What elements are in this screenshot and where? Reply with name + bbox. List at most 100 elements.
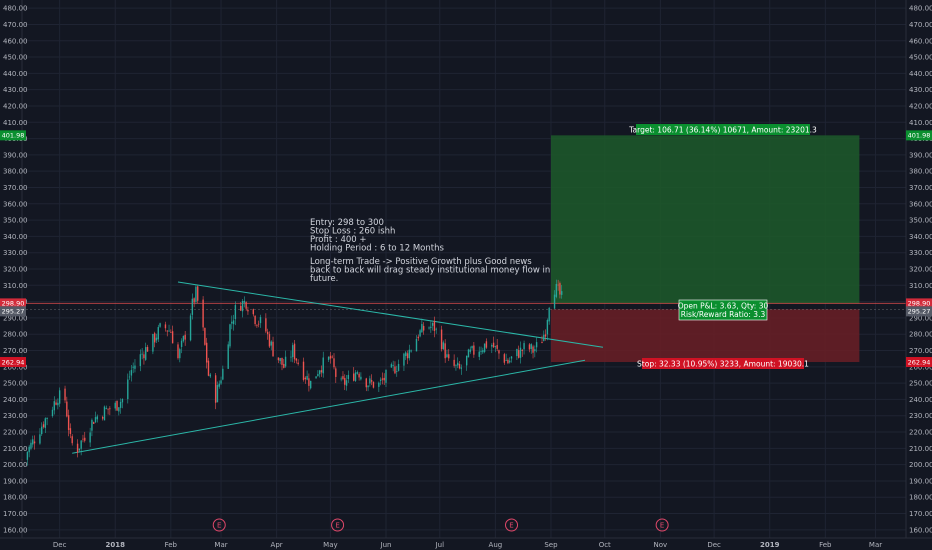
pnl-label-line2: Risk/Reward Ratio: 3.3 xyxy=(681,310,766,319)
candle-body xyxy=(360,376,362,380)
y-tick-label-right: 320.00 xyxy=(909,266,932,274)
candle-body xyxy=(143,354,145,359)
candle-body xyxy=(353,373,355,381)
candle-body xyxy=(118,407,120,412)
x-tick-label: 2019 xyxy=(760,541,780,549)
candle-body xyxy=(109,408,111,410)
candle-body xyxy=(268,334,271,347)
candle-body xyxy=(234,305,237,320)
candle-body xyxy=(306,375,308,380)
candle-body xyxy=(207,360,210,376)
candle-body xyxy=(410,350,412,352)
candle-body xyxy=(32,439,34,445)
candle-body xyxy=(26,451,29,460)
candle-body xyxy=(561,291,563,295)
y-tick-label-left: 290.00 xyxy=(3,314,28,322)
candle-body xyxy=(494,346,497,347)
candle-body xyxy=(57,402,59,406)
target-zone[interactable] xyxy=(550,135,860,304)
candle-body xyxy=(492,342,495,348)
candle-body xyxy=(503,354,506,363)
candle-body xyxy=(433,320,436,331)
candle-body xyxy=(465,355,468,366)
y-tick-label-right: 180.00 xyxy=(909,494,932,502)
candle-body xyxy=(171,331,174,344)
y-axis-left: 160.00 170.00 180.00 190.00 200.00 210.00 220.… xyxy=(3,5,28,535)
y-tick-label-right: 170.00 xyxy=(909,510,932,518)
candle-body xyxy=(141,353,143,355)
candle-body xyxy=(30,442,32,449)
candle-body xyxy=(345,380,348,386)
y-tick-label-right: 460.00 xyxy=(909,37,932,45)
candle-body xyxy=(220,380,222,384)
trendline-upper[interactable] xyxy=(177,281,604,348)
y-tick-label-right: 360.00 xyxy=(909,200,932,208)
candle-body xyxy=(209,374,211,377)
candle-body xyxy=(322,357,324,374)
position-labels: Target: 106.71 (36.14%) 10671, Amount: 2… xyxy=(628,124,817,369)
candle-body xyxy=(358,373,360,378)
candle-body xyxy=(130,370,133,376)
y-tick-label-right: 280.00 xyxy=(909,331,932,339)
earnings-marker[interactable] xyxy=(331,518,345,532)
y-tick-label-left: 180.00 xyxy=(3,494,28,502)
note-line-7: future. xyxy=(310,274,338,284)
candle-body xyxy=(93,422,95,424)
y-tick-label-left: 450.00 xyxy=(3,54,28,62)
pnl-label-box xyxy=(678,299,768,321)
target-label: Target: 106.71 (36.14%) 10671, Amount: 2… xyxy=(628,126,817,135)
price-badge-current-label: 295.27 xyxy=(2,308,25,316)
candle-body xyxy=(457,362,459,366)
candle-body xyxy=(55,402,57,405)
y-tick-label-right: 430.00 xyxy=(909,86,932,94)
y-tick-label-right: 410.00 xyxy=(909,119,932,127)
earnings-marker[interactable] xyxy=(212,518,226,532)
candle-body xyxy=(421,324,423,333)
candle-body xyxy=(114,402,116,409)
candle-body xyxy=(397,363,400,371)
candle-body xyxy=(392,365,394,366)
candle-body xyxy=(121,399,124,403)
y-tick-label-right: 370.00 xyxy=(909,184,932,192)
candle-body xyxy=(283,363,285,368)
candle-body xyxy=(523,343,525,350)
candle-body xyxy=(177,344,179,359)
candle-body xyxy=(71,436,73,444)
candle-body xyxy=(440,329,443,350)
y-tick-label-left: 480.00 xyxy=(3,5,28,13)
candle-body xyxy=(378,382,380,387)
candle-body xyxy=(555,283,558,297)
candle-body xyxy=(103,406,106,421)
candle-body xyxy=(191,298,194,315)
stop-label-box xyxy=(642,358,804,369)
earnings-marker[interactable] xyxy=(505,518,519,532)
price-badge-current xyxy=(0,306,26,317)
candle-body xyxy=(309,380,312,389)
trendlines[interactable] xyxy=(72,281,604,454)
y-tick-label-right: 200.00 xyxy=(909,461,932,469)
pnl-label-line1: Open P&L: 3.63, Qty: 30 xyxy=(678,302,769,311)
trendline-lower[interactable] xyxy=(72,359,586,454)
trade-note[interactable]: Entry: 298 to 300 Stop Loss : 260 ishh P… xyxy=(310,218,550,284)
candle-body xyxy=(419,330,421,337)
y-tick-label-left: 230.00 xyxy=(3,412,28,420)
candle-body xyxy=(290,356,292,358)
candle-body xyxy=(406,353,409,359)
earnings-marker[interactable] xyxy=(655,518,669,532)
candle-body xyxy=(335,368,337,377)
candle-body xyxy=(58,390,61,404)
candle-body xyxy=(507,359,509,364)
candle-body xyxy=(379,379,382,381)
candle-body xyxy=(218,383,220,387)
candle-body xyxy=(193,298,195,303)
candle-body xyxy=(541,342,543,344)
y-tick-label-right: 420.00 xyxy=(909,102,932,110)
candle-body xyxy=(528,344,531,350)
candle-body xyxy=(28,446,30,453)
candle-body xyxy=(197,286,199,301)
price-badge-target xyxy=(0,130,26,141)
candle-body xyxy=(64,388,66,401)
y-tick-label-left: 320.00 xyxy=(3,266,28,274)
